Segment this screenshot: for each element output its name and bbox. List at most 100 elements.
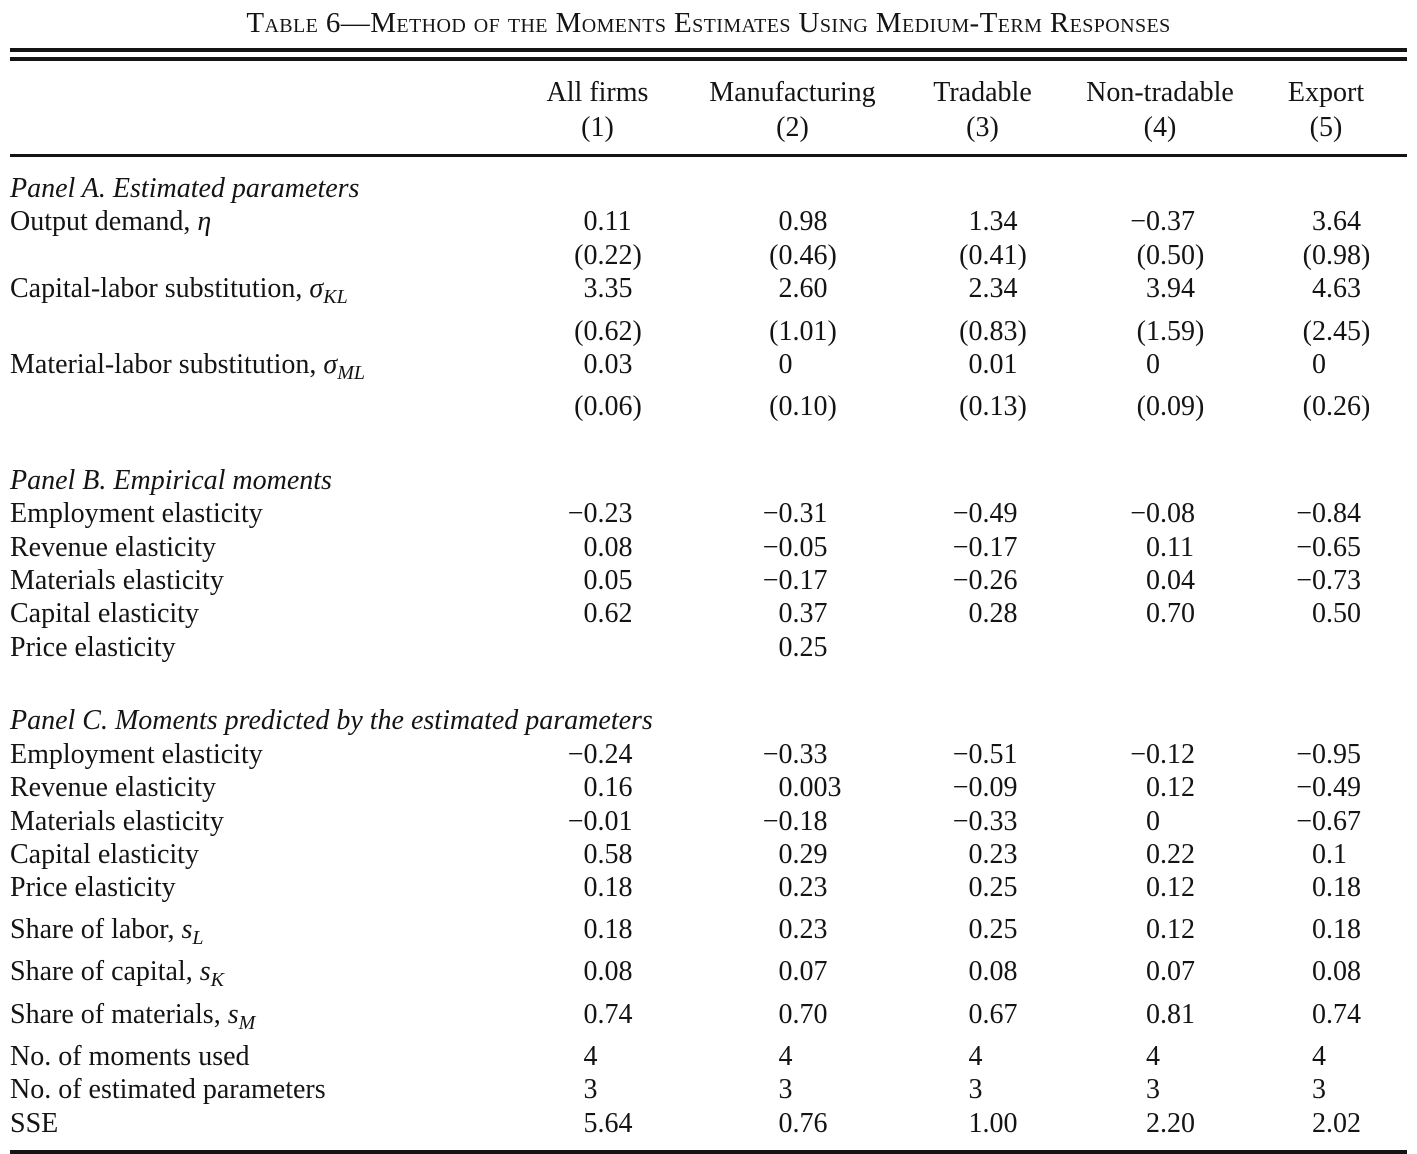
table-row: Revenue elasticity 0.16 0.003 −0.09 0.12 −0.4…: [10, 771, 1407, 804]
value-int-part: 0: [1312, 998, 1326, 1030]
value-int-part: −0: [952, 738, 983, 770]
value-frac-part: .18: [1326, 872, 1361, 904]
row-label-text: Share of labor,: [10, 913, 182, 945]
value-int-part: 1: [968, 1107, 983, 1139]
value-cell-col5: 0.50: [1245, 597, 1407, 630]
column-header-3: Tradable: [933, 77, 1032, 108]
value-int-part: −0: [762, 805, 793, 837]
value-frac-part: .41): [982, 239, 1027, 271]
value-int-part: −0: [762, 531, 793, 563]
value-frac-part: .81: [1160, 998, 1195, 1030]
value-cell-col4: 0.11: [1075, 531, 1245, 564]
table-body: Panel A. Estimated parameters Output dema…: [10, 172, 1407, 1140]
value-cell-col1: 0.08: [500, 531, 695, 564]
column-header: All firms Manufacturing Tradable Non-tradab…: [10, 75, 1407, 145]
value-int-part: −0: [762, 738, 793, 770]
value-frac-part: [1160, 348, 1245, 390]
value-int-part: 0: [778, 956, 793, 988]
value-frac-part: .01): [792, 315, 837, 347]
value-int-part: 3: [1312, 206, 1326, 238]
value-cell-col1: 3: [500, 1073, 695, 1106]
value-cell-col3: −0.09: [890, 771, 1075, 804]
value-frac-part: .17: [792, 565, 828, 597]
value-int-part: 0: [968, 956, 983, 988]
panel-3: Panel C. Moments predicted by the estima…: [10, 704, 1407, 904]
value-frac-part: .18: [1326, 913, 1361, 945]
value-cell-col2: (1.01): [695, 315, 890, 348]
value-cell-col1: (0.22): [500, 239, 695, 272]
value-cell-col1: 0.18: [500, 871, 695, 904]
value-cell-col5: −0.95: [1245, 738, 1407, 771]
value-int-part: −0: [952, 805, 983, 837]
value-cell-col5: 4: [1245, 1040, 1407, 1073]
value-cell-col3: 4: [890, 1040, 1075, 1073]
value-cell-col3: [890, 631, 1075, 664]
value-frac-part: .03: [597, 349, 633, 381]
math-symbol: η: [197, 206, 212, 238]
value-int-part: 0: [583, 913, 598, 945]
row-label: [10, 239, 500, 272]
value-int-part: 0: [778, 206, 793, 238]
value-cell-col4: 3.94: [1075, 272, 1245, 314]
math-symbol: s: [199, 956, 211, 988]
value-cell-col1: −0.23: [500, 497, 695, 530]
value-frac-part: .65: [1326, 531, 1361, 563]
value-frac-part: .16: [597, 772, 633, 804]
value-cell-col4: (1.59): [1075, 315, 1245, 348]
value-frac-part: .70: [1160, 598, 1195, 630]
top-double-rule: [10, 48, 1407, 61]
value-frac-part: .94: [1160, 273, 1195, 305]
value-cell-col4: 0.12: [1075, 771, 1245, 804]
header-rule: [10, 154, 1407, 157]
panel-4: Share of labor, sL 0.18 0.23 0.25 0.12 0.18 Sh…: [10, 913, 1407, 1140]
value-cell-col5: (0.26): [1245, 390, 1407, 423]
column-number-1: (1): [581, 112, 614, 143]
value-int-part: 4: [968, 1040, 983, 1072]
row-label-text: Material-labor substitution,: [10, 349, 324, 381]
value-frac-part: .98: [792, 206, 828, 238]
value-frac-part: .51: [982, 738, 1018, 770]
value-cell-col2: 0.003: [695, 771, 890, 804]
value-int-part: −0: [1296, 805, 1326, 837]
value-cell-col5: 3: [1245, 1073, 1407, 1106]
value-frac-part: [598, 1073, 696, 1106]
value-cell-col1: 5.64: [500, 1107, 695, 1140]
value-frac-part: .23: [792, 913, 828, 945]
value-int-part: 0: [583, 956, 598, 988]
value-int-part: 0: [778, 772, 793, 804]
value-int-part: 0: [583, 598, 598, 630]
rule-line: [10, 57, 1407, 61]
value-cell-col3: 1.34: [890, 205, 1075, 238]
value-int-part: 0: [1312, 598, 1326, 630]
value-frac-part: .00: [982, 1107, 1018, 1139]
row-label: [10, 315, 500, 348]
value-frac-part: [1160, 631, 1245, 664]
value-cell-col4: 0: [1075, 805, 1245, 838]
value-int-part: [1075, 631, 1160, 664]
value-frac-part: [1326, 1073, 1407, 1106]
value-cell-col4: 0.12: [1075, 913, 1245, 955]
column-header-1: All firms: [546, 77, 649, 108]
value-cell-col4: 2.20: [1075, 1107, 1245, 1140]
row-label: Material-labor substitution, σML: [10, 348, 500, 390]
value-frac-part: .12: [1160, 738, 1195, 770]
value-frac-part: [1326, 1040, 1407, 1073]
value-int-part: 0: [1312, 872, 1326, 904]
value-int-part: (0: [769, 391, 793, 423]
value-cell-col5: −0.84: [1245, 497, 1407, 530]
row-label-text: Materials elasticity: [10, 805, 224, 837]
panel-heading: Panel A. Estimated parameters: [10, 173, 360, 204]
value-int-part: −0: [1296, 738, 1326, 770]
value-frac-part: .37: [792, 598, 828, 630]
value-frac-part: .22: [1160, 838, 1195, 870]
value-frac-part: .25: [982, 872, 1018, 904]
row-label: [10, 390, 500, 423]
value-int-part: (0: [1136, 391, 1160, 423]
value-frac-part: .10): [792, 391, 837, 423]
value-cell-col3: 0.25: [890, 913, 1075, 955]
value-cell-col2: 0.23: [695, 913, 890, 955]
value-frac-part: [598, 631, 696, 664]
value-int-part: 0: [1146, 805, 1160, 837]
value-int-part: 4: [778, 1040, 793, 1072]
value-frac-part: .23: [792, 872, 828, 904]
